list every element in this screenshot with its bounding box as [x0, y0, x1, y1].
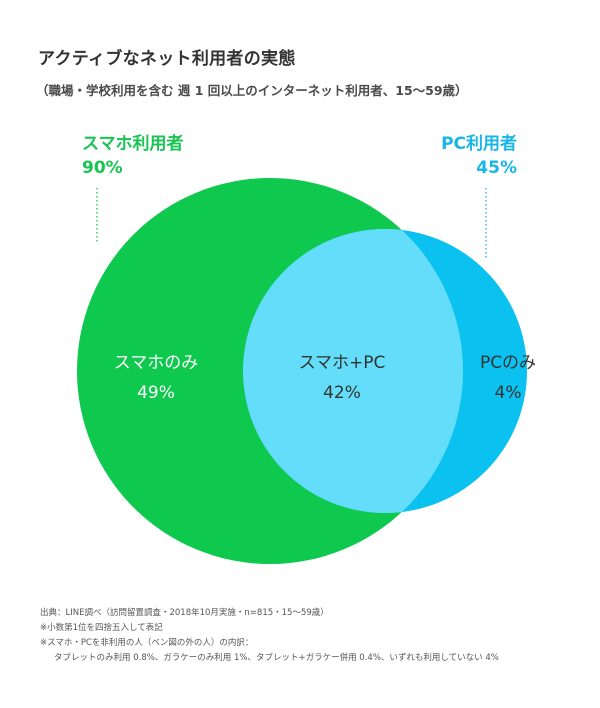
breakdown-note-head: ※スマホ・PCを非利用の人（ベン図の外の人）の内訳：: [40, 638, 254, 648]
smartphone-set-label: スマホ利用者 90%: [82, 132, 184, 180]
pc-set-percent: 45%: [476, 158, 517, 178]
pc-only-percent: 4%: [494, 383, 522, 403]
page-subtitle: （職場・学校利用を含む 週 1 回以上のインターネット利用者、15〜59歳）: [36, 83, 468, 98]
source-note: 出典：LINE調べ（訪問留置調査・2018年10月実施・n=815・15〜59歳…: [40, 608, 329, 618]
pc-only-name: PCのみ: [479, 353, 537, 373]
both-name: スマホ+PC: [298, 353, 386, 373]
smartphone-only-region-label: スマホのみ 49%: [86, 348, 226, 408]
both-region-label: スマホ+PC 42%: [272, 348, 412, 408]
rounding-note: ※小数第1位を四捨五入して表記: [40, 623, 163, 633]
smartphone-only-percent: 49%: [137, 383, 175, 403]
footnotes: 出典：LINE調べ（訪問留置調査・2018年10月実施・n=815・15〜59歳…: [40, 606, 499, 666]
pc-set-label: PC利用者 45%: [0, 132, 517, 180]
breakdown-note-body: タブレットのみ利用 0.8%、ガラケーのみ利用 1%、タブレット+ガラケー併用 …: [54, 653, 499, 663]
smartphone-set-name: スマホ利用者: [82, 134, 184, 154]
pc-set-name: PC利用者: [441, 134, 517, 154]
smartphone-only-name: スマホのみ: [113, 353, 199, 373]
pc-only-region-label: PCのみ 4%: [466, 348, 550, 408]
both-percent: 42%: [323, 383, 361, 403]
smartphone-set-percent: 90%: [82, 158, 123, 178]
page-title: アクティブなネット利用者の実態: [38, 49, 296, 69]
